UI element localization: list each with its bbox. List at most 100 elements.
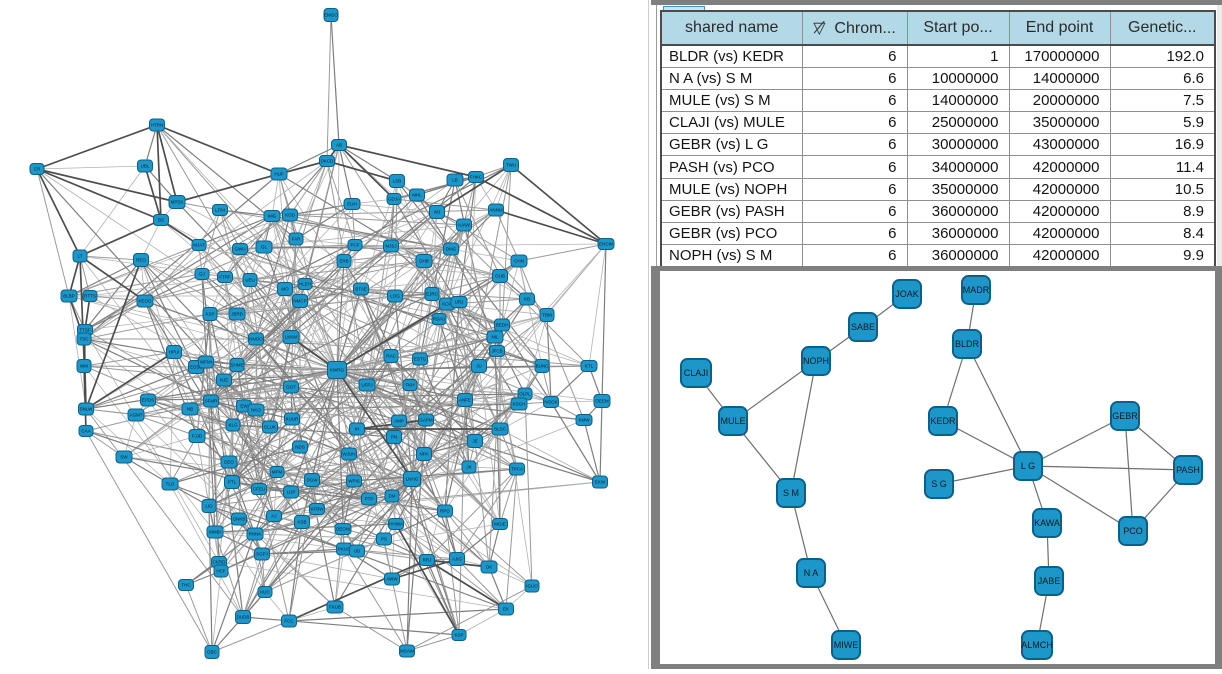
svg-text:FTRF: FTRF [219, 275, 231, 280]
svg-text:RTTS: RTTS [84, 294, 96, 299]
svg-text:KEDR: KEDR [930, 416, 956, 426]
svg-text:EJRC: EJRC [426, 292, 439, 297]
svg-text:FJJD: FJJD [192, 434, 203, 439]
svg-text:JFCB: JFCB [491, 349, 502, 354]
svg-text:JU: JU [476, 364, 482, 369]
svg-text:MADR: MADR [963, 285, 990, 295]
svg-text:MULE: MULE [720, 416, 745, 426]
svg-text:LUP: LUP [287, 490, 296, 495]
svg-text:IGUO: IGUO [526, 584, 538, 589]
svg-text:WJUN: WJUN [343, 452, 356, 457]
svg-text:LT: LT [78, 254, 83, 259]
svg-text:CFEU: CFEU [253, 487, 265, 492]
svg-text:ALMCH: ALMCH [1021, 640, 1053, 650]
svg-text:TBM: TBM [542, 313, 552, 318]
svg-text:HUF: HUF [274, 172, 283, 177]
svg-text:OEOW: OEOW [336, 527, 351, 532]
svg-text:RRJ: RRJ [423, 558, 432, 563]
svg-text:OK: OK [486, 565, 493, 570]
svg-text:LOG: LOG [390, 294, 400, 299]
svg-text:N A: N A [804, 568, 819, 578]
svg-text:WPIS: WPIS [348, 479, 360, 484]
svg-text:AMP: AMP [394, 419, 404, 424]
svg-text:BLDR: BLDR [955, 339, 980, 349]
svg-text:GAPM: GAPM [419, 418, 433, 423]
svg-text:OLPL: OLPL [519, 392, 531, 397]
svg-text:EMGO: EMGO [324, 13, 338, 18]
svg-text:CLUK: CLUK [264, 425, 276, 430]
svg-text:NDS: NDS [295, 445, 305, 450]
svg-text:FCC: FCC [284, 619, 294, 624]
svg-text:KSGH: KSGH [513, 402, 526, 407]
svg-text:BLBP: BLBP [63, 294, 75, 299]
svg-text:EUH: EUH [347, 202, 357, 207]
svg-text:RPO: RPO [440, 509, 450, 514]
svg-text:AGMT: AGMT [130, 413, 143, 418]
svg-text:ERB: ERB [339, 259, 348, 264]
svg-text:MIWE: MIWE [834, 640, 859, 650]
svg-text:KLG: KLG [228, 423, 238, 428]
svg-text:KSP: KSP [205, 312, 214, 317]
svg-text:DUDB: DUDB [237, 615, 250, 620]
svg-text:BS: BS [158, 218, 164, 223]
svg-text:AJIG: AJIG [452, 557, 463, 562]
svg-text:MSAW: MSAW [400, 649, 415, 654]
svg-text:PS: PS [381, 537, 387, 542]
svg-text:AB: AB [336, 143, 342, 148]
svg-text:EW: EW [240, 404, 248, 409]
svg-text:NOPH: NOPH [803, 356, 829, 366]
svg-text:ANFE: ANFE [459, 398, 471, 403]
svg-text:PASH: PASH [1176, 465, 1200, 475]
svg-text:NJE: NJE [220, 378, 229, 383]
svg-text:LIG: LIG [205, 504, 213, 509]
svg-text:SHME: SHME [230, 363, 243, 368]
svg-text:SGPJ: SGPJ [256, 552, 268, 557]
svg-text:WJ: WJ [434, 210, 441, 215]
svg-text:EHCW: EHCW [599, 242, 614, 247]
svg-text:DM: DM [389, 494, 396, 499]
svg-text:FAR: FAR [292, 237, 302, 242]
svg-text:HLEH: HLEH [299, 282, 311, 287]
svg-text:NOOK: NOOK [544, 400, 557, 405]
svg-text:GEBR: GEBR [1112, 411, 1138, 421]
svg-text:WM: WM [80, 364, 88, 369]
svg-text:JABE: JABE [1038, 576, 1061, 586]
svg-text:KWRG: KWRG [330, 368, 344, 373]
svg-text:LNHG: LNHG [406, 477, 419, 482]
svg-text:GDJA: GDJA [388, 197, 400, 202]
svg-text:KFBW: KFBW [311, 507, 325, 512]
svg-text:BTAE: BTAE [355, 287, 366, 292]
svg-text:ONKB: ONKB [233, 517, 246, 522]
svg-text:DJ: DJ [199, 272, 205, 277]
svg-text:DGW: DGW [307, 478, 319, 483]
svg-text:AWW: AWW [386, 577, 398, 582]
svg-text:NIL: NIL [491, 335, 499, 340]
svg-text:MPEK: MPEK [171, 200, 184, 205]
svg-text:THC: THC [181, 583, 191, 588]
svg-text:GBC: GBC [207, 650, 218, 655]
svg-text:MJAT: MJAT [193, 243, 205, 248]
svg-text:REO: REO [136, 258, 146, 263]
svg-text:RNNK: RNNK [249, 532, 262, 537]
svg-text:ANNM: ANNM [489, 208, 503, 213]
svg-text:HTRN: HTRN [151, 123, 164, 128]
svg-text:PCO: PCO [1123, 526, 1143, 536]
svg-text:LSB: LSB [393, 179, 402, 184]
svg-text:TLO: TLO [166, 482, 175, 487]
svg-text:EK: EK [503, 607, 509, 612]
svg-text:BUNC: BUNC [536, 364, 550, 369]
svg-text:SW: SW [120, 455, 128, 460]
svg-text:RAC: RAC [386, 354, 396, 359]
svg-text:JOAK: JOAK [895, 289, 919, 299]
svg-text:KUUR: KUUR [286, 417, 300, 422]
svg-text:MHL: MHL [412, 193, 422, 198]
svg-text:MJSJ: MJSJ [385, 244, 396, 249]
svg-text:L G: L G [1021, 461, 1035, 471]
svg-text:NB: NB [187, 407, 193, 412]
svg-text:KEOG: KEOG [138, 299, 152, 304]
svg-text:JE: JE [472, 439, 477, 444]
svg-text:OEEM: OEEM [595, 399, 609, 404]
svg-text:KMW: KMW [579, 418, 591, 423]
svg-text:MO: MO [281, 287, 289, 292]
svg-text:TPCA: TPCA [511, 467, 523, 472]
